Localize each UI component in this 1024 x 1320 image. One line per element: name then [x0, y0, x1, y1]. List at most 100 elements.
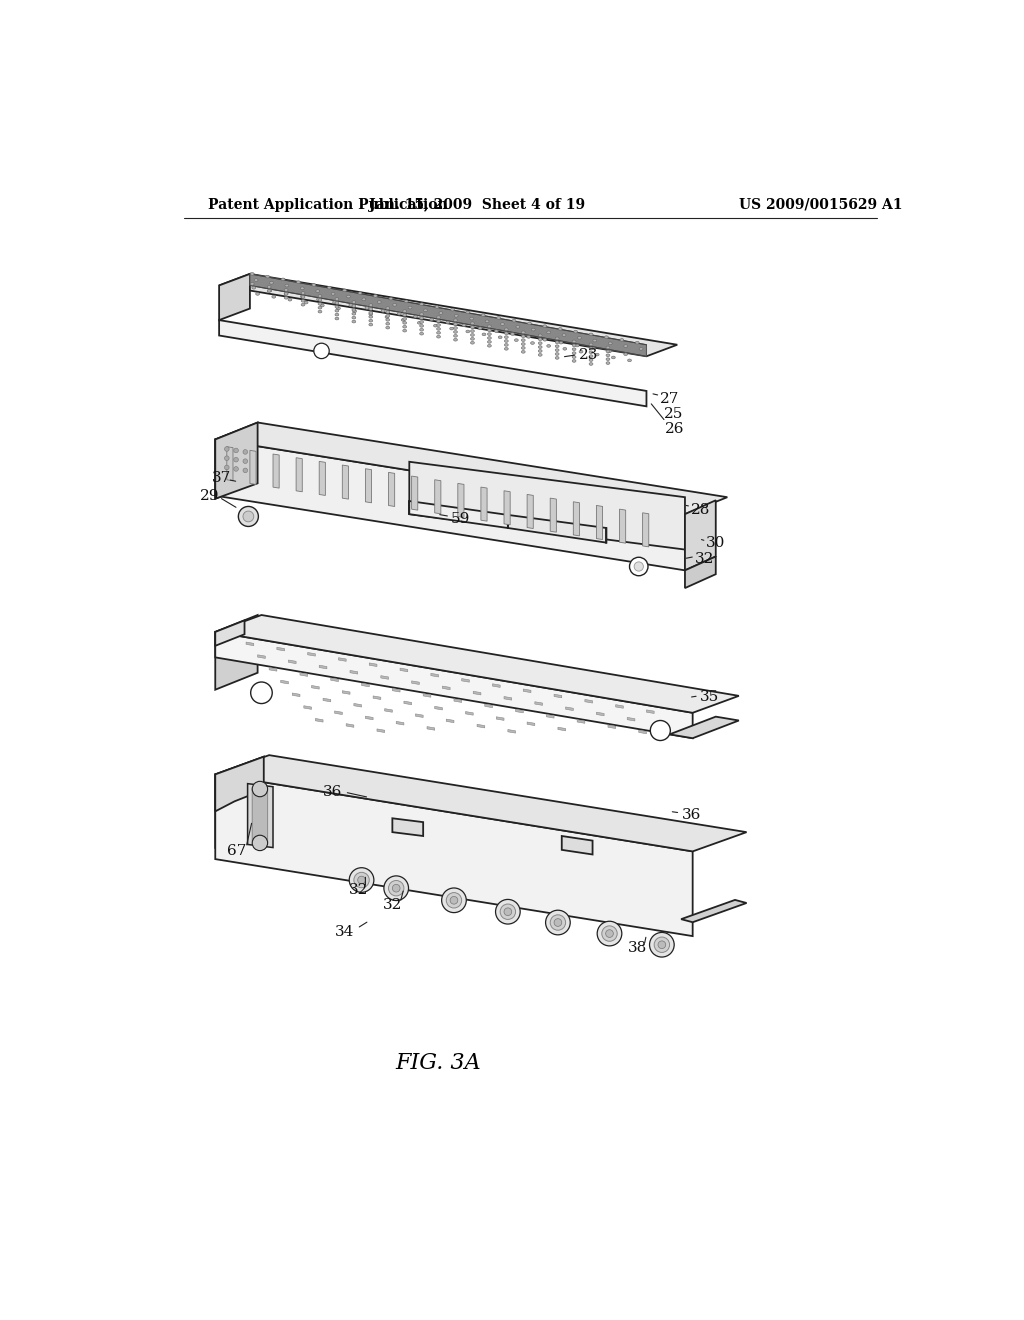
Ellipse shape: [454, 334, 458, 337]
Ellipse shape: [409, 306, 412, 309]
Ellipse shape: [397, 313, 401, 315]
Ellipse shape: [369, 312, 373, 314]
Polygon shape: [392, 689, 400, 692]
Ellipse shape: [470, 334, 474, 337]
Polygon shape: [335, 711, 342, 714]
Polygon shape: [639, 730, 646, 734]
Text: 37: 37: [212, 471, 231, 484]
Circle shape: [313, 343, 330, 359]
Polygon shape: [377, 729, 385, 733]
Ellipse shape: [470, 322, 474, 325]
Polygon shape: [573, 502, 580, 536]
Ellipse shape: [470, 326, 474, 329]
Polygon shape: [215, 440, 685, 570]
Ellipse shape: [487, 325, 492, 327]
Text: US 2009/0015629 A1: US 2009/0015629 A1: [739, 198, 902, 211]
Text: 23: 23: [579, 347, 598, 362]
Ellipse shape: [606, 346, 610, 348]
Ellipse shape: [352, 309, 355, 312]
Ellipse shape: [573, 330, 578, 333]
Polygon shape: [558, 727, 565, 731]
Circle shape: [243, 450, 248, 454]
Ellipse shape: [555, 348, 559, 351]
Ellipse shape: [265, 276, 269, 279]
Polygon shape: [454, 698, 462, 702]
Ellipse shape: [420, 333, 424, 335]
Polygon shape: [248, 784, 273, 847]
Polygon shape: [350, 671, 357, 675]
Ellipse shape: [402, 314, 407, 317]
Polygon shape: [628, 717, 635, 721]
Ellipse shape: [482, 333, 486, 335]
Ellipse shape: [521, 339, 525, 342]
Ellipse shape: [530, 342, 535, 345]
Text: 32: 32: [349, 883, 369, 896]
Ellipse shape: [624, 352, 628, 355]
Polygon shape: [643, 512, 649, 546]
Ellipse shape: [604, 335, 608, 338]
Circle shape: [243, 511, 254, 521]
Ellipse shape: [526, 335, 530, 338]
Ellipse shape: [401, 318, 406, 321]
Ellipse shape: [555, 341, 559, 343]
Ellipse shape: [301, 296, 305, 298]
Polygon shape: [370, 663, 377, 667]
Ellipse shape: [424, 309, 427, 312]
Polygon shape: [219, 321, 646, 407]
Circle shape: [384, 876, 409, 900]
Ellipse shape: [521, 343, 525, 346]
Ellipse shape: [466, 330, 470, 333]
Circle shape: [654, 937, 670, 953]
Ellipse shape: [592, 347, 595, 350]
Ellipse shape: [378, 301, 381, 304]
Ellipse shape: [462, 323, 466, 326]
Ellipse shape: [318, 302, 322, 305]
Circle shape: [605, 929, 613, 937]
Polygon shape: [381, 676, 388, 680]
Ellipse shape: [450, 327, 454, 330]
Ellipse shape: [335, 309, 339, 312]
Ellipse shape: [487, 329, 492, 331]
Ellipse shape: [269, 281, 273, 284]
Circle shape: [597, 921, 622, 946]
Text: 32: 32: [383, 899, 402, 912]
Circle shape: [224, 446, 229, 451]
Circle shape: [251, 682, 272, 704]
Circle shape: [388, 880, 403, 896]
Ellipse shape: [606, 350, 610, 352]
Ellipse shape: [455, 314, 458, 317]
Circle shape: [252, 781, 267, 797]
Ellipse shape: [539, 354, 542, 356]
Circle shape: [252, 836, 267, 850]
Ellipse shape: [349, 304, 352, 306]
Circle shape: [243, 469, 248, 473]
Ellipse shape: [369, 315, 373, 318]
Ellipse shape: [335, 301, 339, 305]
Circle shape: [243, 459, 248, 463]
Polygon shape: [508, 730, 515, 733]
Ellipse shape: [335, 317, 339, 319]
Circle shape: [354, 873, 370, 888]
Ellipse shape: [352, 305, 355, 308]
Ellipse shape: [402, 329, 407, 333]
Polygon shape: [388, 473, 394, 507]
Ellipse shape: [516, 326, 520, 329]
Ellipse shape: [511, 333, 514, 335]
Ellipse shape: [414, 315, 418, 318]
Ellipse shape: [521, 347, 525, 350]
Ellipse shape: [580, 350, 583, 352]
Ellipse shape: [402, 310, 407, 313]
Ellipse shape: [555, 345, 559, 347]
Text: FIG. 3A: FIG. 3A: [395, 1052, 481, 1074]
Ellipse shape: [521, 351, 525, 354]
Ellipse shape: [328, 286, 331, 289]
Circle shape: [496, 899, 520, 924]
Polygon shape: [215, 424, 255, 499]
Polygon shape: [596, 506, 602, 540]
Ellipse shape: [420, 321, 424, 323]
Ellipse shape: [301, 292, 305, 294]
Text: 30: 30: [707, 536, 725, 550]
Ellipse shape: [404, 300, 409, 302]
Circle shape: [224, 465, 229, 470]
Ellipse shape: [589, 359, 593, 362]
